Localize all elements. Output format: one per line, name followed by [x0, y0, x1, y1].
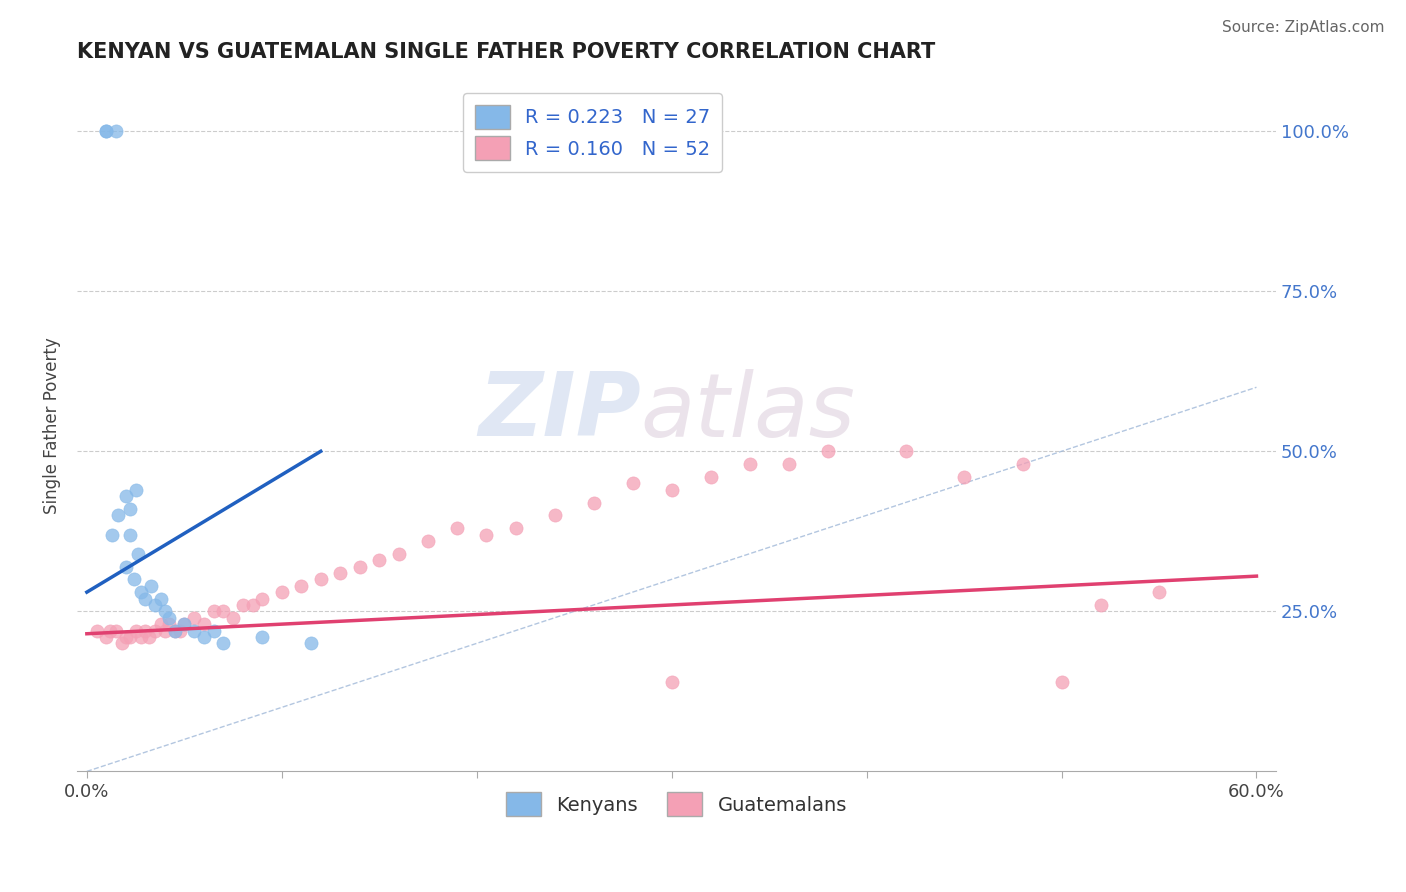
Point [131, 630, 153, 644]
Point [368, 553, 391, 567]
Point [163, 624, 186, 638]
Point [817, 444, 839, 458]
Point [105, 624, 128, 638]
Point [173, 617, 195, 632]
Text: ZIP: ZIP [478, 368, 641, 455]
Point [242, 598, 264, 612]
Point [96, 124, 118, 138]
Point [183, 624, 205, 638]
Point [232, 598, 254, 612]
Point [621, 476, 644, 491]
Point [131, 585, 153, 599]
Point [212, 636, 235, 650]
Point [778, 457, 800, 471]
Point [270, 585, 292, 599]
Point [544, 508, 567, 523]
Point [96, 124, 118, 138]
Text: KENYAN VS GUATEMALAN SINGLE FATHER POVERTY CORRELATION CHART: KENYAN VS GUATEMALAN SINGLE FATHER POVER… [77, 42, 935, 62]
Point [111, 636, 134, 650]
Point [157, 611, 180, 625]
Legend: Kenyans, Guatemalans: Kenyans, Guatemalans [498, 785, 855, 824]
Point [124, 624, 146, 638]
Point [661, 483, 683, 497]
Point [252, 591, 274, 606]
Point [153, 604, 176, 618]
Point [953, 470, 976, 484]
Point [143, 598, 166, 612]
Point [1147, 585, 1170, 599]
Point [582, 495, 605, 509]
Point [141, 579, 163, 593]
Point [202, 624, 225, 638]
Point [101, 527, 124, 541]
Point [107, 508, 129, 523]
Point [193, 630, 215, 644]
Point [118, 527, 141, 541]
Point [1011, 457, 1033, 471]
Point [309, 572, 332, 586]
Point [143, 624, 166, 638]
Y-axis label: Single Father Poverty: Single Father Poverty [44, 337, 60, 514]
Point [96, 630, 118, 644]
Point [157, 617, 180, 632]
Point [212, 604, 235, 618]
Point [738, 457, 761, 471]
Point [183, 611, 205, 625]
Point [98, 624, 121, 638]
Point [202, 604, 225, 618]
Point [699, 470, 721, 484]
Point [505, 521, 527, 535]
Point [661, 674, 683, 689]
Point [105, 124, 128, 138]
Text: Source: ZipAtlas.com: Source: ZipAtlas.com [1222, 20, 1385, 35]
Point [329, 566, 352, 580]
Point [222, 611, 245, 625]
Point [138, 630, 160, 644]
Point [122, 572, 145, 586]
Point [349, 559, 371, 574]
Point [173, 617, 195, 632]
Point [114, 559, 136, 574]
Point [149, 591, 172, 606]
Point [114, 630, 136, 644]
Point [388, 547, 411, 561]
Point [1090, 598, 1112, 612]
Point [894, 444, 917, 458]
Point [134, 591, 156, 606]
Point [169, 624, 191, 638]
Point [153, 624, 176, 638]
Point [290, 579, 312, 593]
Point [1050, 674, 1073, 689]
Point [127, 547, 149, 561]
Point [124, 483, 146, 497]
Point [86, 624, 108, 638]
Point [252, 630, 274, 644]
Point [118, 502, 141, 516]
Point [149, 617, 172, 632]
Point [446, 521, 468, 535]
Point [134, 624, 156, 638]
Point [118, 630, 141, 644]
Point [416, 533, 439, 548]
Point [163, 624, 186, 638]
Point [475, 527, 498, 541]
Point [299, 636, 322, 650]
Point [114, 489, 136, 503]
Text: atlas: atlas [641, 369, 855, 455]
Point [193, 617, 215, 632]
